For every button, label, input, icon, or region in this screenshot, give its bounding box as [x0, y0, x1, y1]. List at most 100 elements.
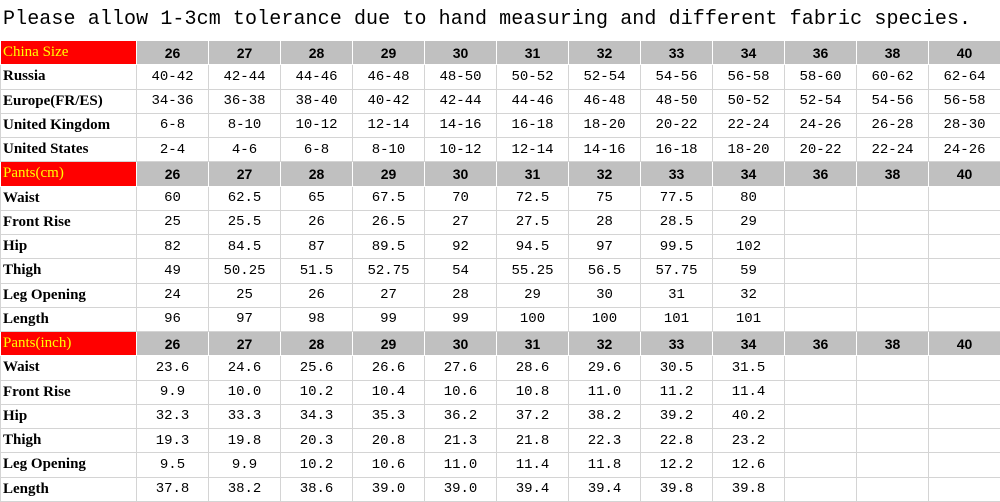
cell: 4-6: [209, 138, 281, 162]
cell: 99: [353, 307, 425, 331]
empty-cell: [929, 356, 1000, 380]
cell: 57.75: [641, 259, 713, 283]
cell: 44-46: [497, 89, 569, 113]
size-header: 28: [281, 162, 353, 186]
cell: 89.5: [353, 235, 425, 259]
cell: 77.5: [641, 186, 713, 210]
cell: 67.5: [353, 186, 425, 210]
cell: 22.3: [569, 429, 641, 453]
row-label: Thigh: [1, 429, 137, 453]
cell: 55.25: [497, 259, 569, 283]
size-header: 33: [641, 332, 713, 356]
empty-cell: [785, 283, 857, 307]
cell: 84.5: [209, 235, 281, 259]
cell: 101: [713, 307, 785, 331]
cell: 14-16: [569, 138, 641, 162]
cell: 10-12: [281, 113, 353, 137]
cell: 16-18: [497, 113, 569, 137]
cell: 56-58: [929, 89, 1000, 113]
cell: 40-42: [137, 65, 209, 89]
cell: 94.5: [497, 235, 569, 259]
cell: 102: [713, 235, 785, 259]
row-label: Front Rise: [1, 210, 137, 234]
cell: 51.5: [281, 259, 353, 283]
empty-cell: [785, 210, 857, 234]
row-label: Thigh: [1, 259, 137, 283]
cell: 6-8: [281, 138, 353, 162]
cell: 26-28: [857, 113, 929, 137]
cell: 39.0: [353, 477, 425, 501]
cell: 25: [137, 210, 209, 234]
empty-cell: [857, 283, 929, 307]
row-label: Front Rise: [1, 380, 137, 404]
size-header: 38: [857, 41, 929, 65]
size-header: 30: [425, 41, 497, 65]
cell: 72.5: [497, 186, 569, 210]
cell: 65: [281, 186, 353, 210]
empty-cell: [857, 380, 929, 404]
cell: 48-50: [425, 65, 497, 89]
cell: 75: [569, 186, 641, 210]
cell: 16-18: [641, 138, 713, 162]
size-header: 31: [497, 41, 569, 65]
cell: 52-54: [785, 89, 857, 113]
size-header: 29: [353, 332, 425, 356]
cell: 21.8: [497, 429, 569, 453]
cell: 10.2: [281, 453, 353, 477]
cell: 25: [209, 283, 281, 307]
size-header: 29: [353, 162, 425, 186]
cell: 44-46: [281, 65, 353, 89]
cell: 22-24: [857, 138, 929, 162]
cell: 42-44: [209, 65, 281, 89]
empty-cell: [857, 210, 929, 234]
cell: 56-58: [713, 65, 785, 89]
cell: 97: [569, 235, 641, 259]
row-label: Europe(FR/ES): [1, 89, 137, 113]
row-label: Leg Opening: [1, 283, 137, 307]
cell: 92: [425, 235, 497, 259]
size-header: 33: [641, 162, 713, 186]
row-label: Waist: [1, 186, 137, 210]
cell: 25.6: [281, 356, 353, 380]
title: Please allow 1-3cm tolerance due to hand…: [0, 0, 1000, 40]
row-label: Russia: [1, 65, 137, 89]
empty-cell: [785, 235, 857, 259]
cell: 24: [137, 283, 209, 307]
size-header: 26: [137, 332, 209, 356]
empty-cell: [857, 186, 929, 210]
empty-cell: [857, 356, 929, 380]
cell: 62.5: [209, 186, 281, 210]
empty-cell: [929, 429, 1000, 453]
cell: 11.4: [497, 453, 569, 477]
cell: 11.0: [569, 380, 641, 404]
size-header: 32: [569, 162, 641, 186]
cell: 24-26: [785, 113, 857, 137]
cell: 40.2: [713, 404, 785, 428]
cell: 27: [425, 210, 497, 234]
cell: 2-4: [137, 138, 209, 162]
cell: 26: [281, 283, 353, 307]
empty-cell: [929, 307, 1000, 331]
cell: 19.3: [137, 429, 209, 453]
cell: 36-38: [209, 89, 281, 113]
size-header: 27: [209, 162, 281, 186]
size-header: 40: [929, 162, 1000, 186]
cell: 23.6: [137, 356, 209, 380]
empty-cell: [929, 210, 1000, 234]
cell: 10.8: [497, 380, 569, 404]
cell: 37.2: [497, 404, 569, 428]
empty-cell: [857, 259, 929, 283]
empty-cell: [785, 380, 857, 404]
cell: 36.2: [425, 404, 497, 428]
cell: 52-54: [569, 65, 641, 89]
size-header: 30: [425, 162, 497, 186]
